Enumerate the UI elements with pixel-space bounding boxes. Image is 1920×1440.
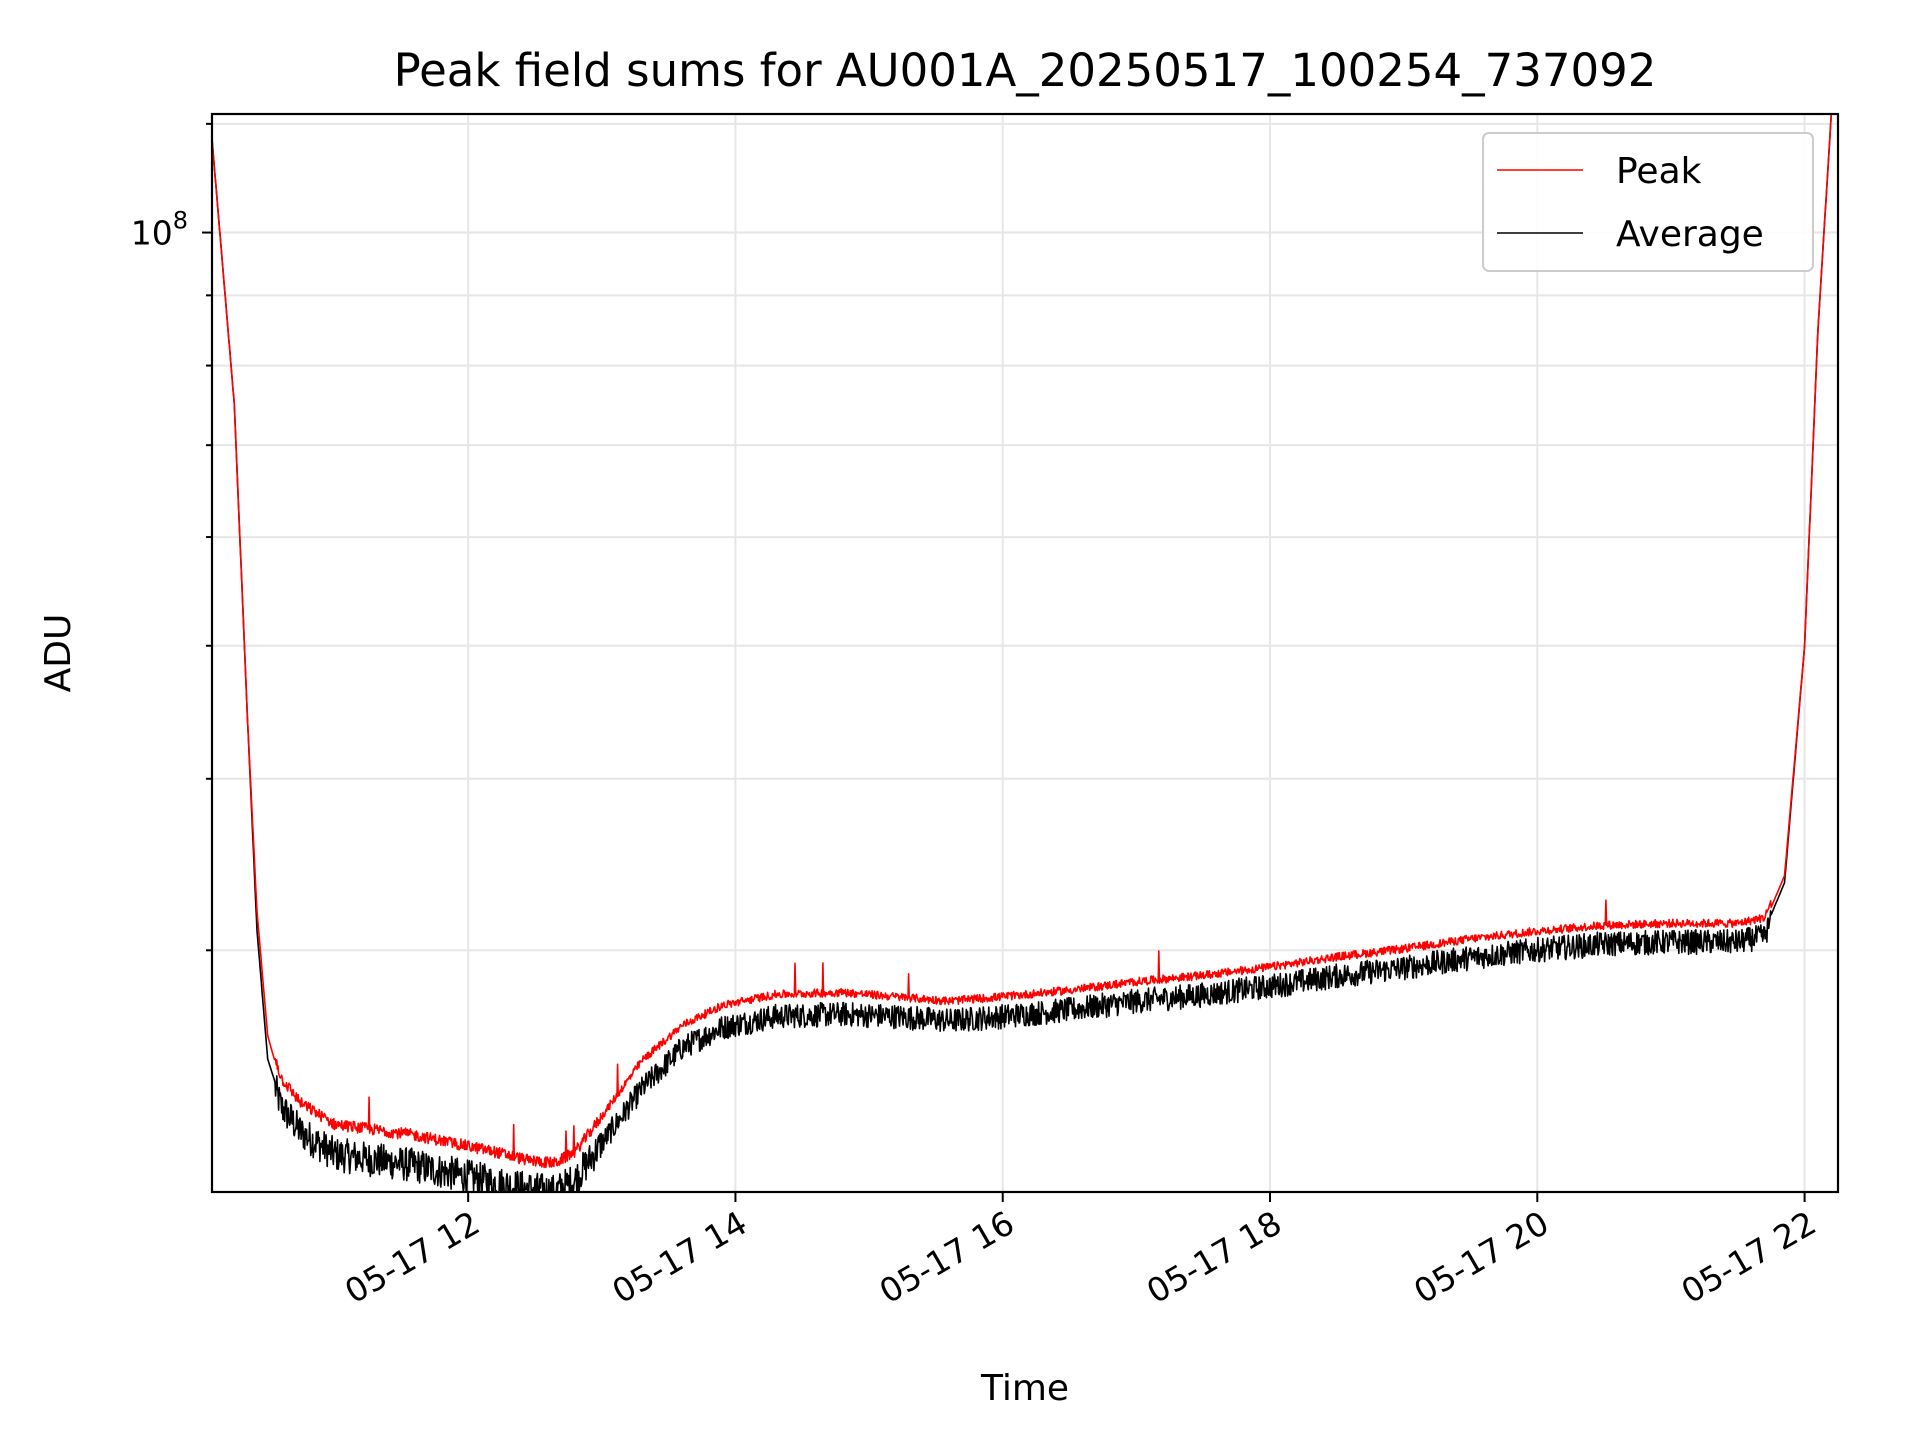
legend-label-peak: Peak: [1616, 151, 1702, 192]
legend: Peak Average: [1482, 132, 1814, 272]
chart-title: Peak field sums for AU001A_20250517_1002…: [394, 44, 1657, 97]
x-axis-label: Time: [980, 1368, 1069, 1409]
series-line-average: [212, 114, 1833, 1192]
y-tick-label: 108: [131, 207, 188, 253]
series-lines: [212, 114, 1833, 1192]
plot-frame: [210, 112, 1840, 1194]
y-axis-label: ADU: [38, 614, 79, 693]
series-line-peak: [212, 114, 1833, 1169]
legend-box: [1482, 132, 1814, 272]
legend-label-average: Average: [1616, 214, 1764, 255]
